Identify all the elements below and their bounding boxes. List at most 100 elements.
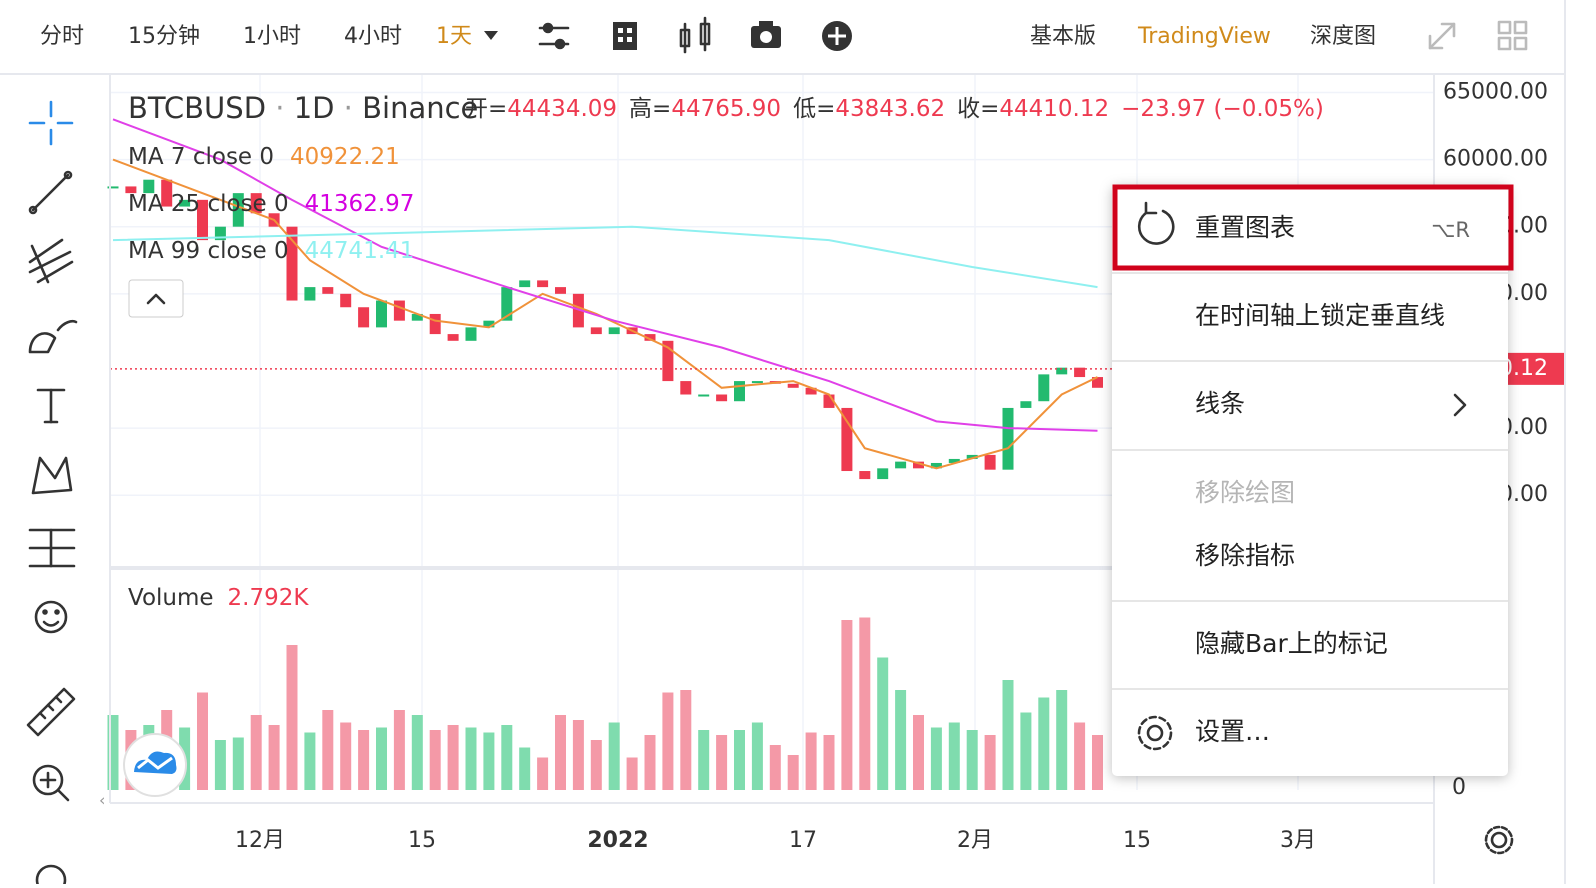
volume-bar — [501, 725, 513, 790]
ohlc: 开=44434.09 高=44765.90 低=43843.62 收=44410.12… — [465, 96, 1324, 122]
volume-bar — [930, 727, 942, 790]
text-tool[interactable] — [36, 388, 66, 424]
candle-body — [966, 454, 978, 459]
ruler-tool[interactable] — [26, 687, 76, 737]
volume-bar — [555, 715, 566, 790]
candle-body — [751, 381, 763, 384]
volume-bar — [340, 722, 352, 790]
ma-line — [112, 158, 1098, 470]
brush-tool[interactable] — [28, 319, 78, 354]
menu-item[interactable]: 设置… — [1195, 717, 1270, 746]
candle-body — [662, 340, 674, 382]
ohlc-label: 低= — [793, 96, 835, 122]
candle-body — [1092, 377, 1103, 388]
crosshair-tool[interactable] — [28, 100, 74, 146]
volume-bar — [626, 757, 638, 790]
volume-bar — [572, 720, 584, 790]
interval-button[interactable]: 15分钟 — [128, 24, 200, 49]
legend: BTCBUSD · 1D · Binance 开=44434.09 高=44765… — [128, 91, 1324, 611]
collapse-button[interactable] — [128, 279, 184, 318]
candle-body — [501, 287, 513, 321]
volume-bar — [984, 735, 996, 790]
candle-body — [197, 199, 208, 241]
compare-icon[interactable] — [679, 16, 711, 54]
candle-body — [930, 462, 942, 469]
menu-item[interactable]: 移除指标 — [1195, 541, 1295, 570]
volume-bar — [465, 727, 477, 790]
candle-body — [1056, 367, 1068, 375]
trendline-tool[interactable] — [28, 170, 73, 215]
candle-body — [465, 327, 477, 341]
dropdown-caret — [484, 31, 498, 40]
menu-item[interactable]: 线条 — [1195, 389, 1245, 418]
ma-value: 41362.97 — [305, 191, 415, 217]
separator: · — [334, 91, 362, 125]
menu-item[interactable]: 在时间轴上锁定垂直线 — [1195, 301, 1445, 330]
candle-body — [698, 394, 710, 397]
volume-bar — [322, 710, 334, 790]
context-menu: 重置图表 ⌥R 在时间轴上锁定垂直线 线条 移除绘图 移除指标 隐藏Bar上的标… — [1112, 184, 1514, 776]
x-tick-label: 3月 — [1280, 828, 1316, 853]
logo — [123, 733, 187, 797]
candle-body — [519, 280, 531, 288]
candle-body — [286, 226, 298, 301]
volume-bar — [716, 735, 728, 790]
candle-body — [1020, 401, 1032, 408]
volume-bar — [913, 715, 924, 790]
volume-bar — [948, 722, 960, 790]
candle-body — [572, 293, 584, 328]
menu-item: 移除绘图 — [1195, 478, 1295, 507]
ma-value: 44741.41 — [305, 238, 415, 264]
fib-tool[interactable] — [28, 238, 74, 284]
candle-body — [805, 387, 817, 395]
candle-body — [895, 461, 907, 469]
menu-item[interactable]: 重置图表 — [1195, 213, 1295, 242]
menu-item[interactable]: 隐藏Bar上的标记 — [1195, 629, 1388, 658]
scroll-left[interactable]: ‹ — [99, 791, 105, 810]
candle-body — [393, 300, 405, 321]
zoom-tool[interactable] — [32, 764, 70, 802]
volume-bar — [304, 732, 316, 790]
volume-bar — [429, 730, 441, 790]
candle-body — [859, 471, 871, 480]
ohlc-label: 高= — [629, 96, 671, 122]
ohlc-value: 44410.12 — [999, 96, 1109, 122]
candle-body — [214, 226, 226, 241]
volume-bar — [769, 745, 781, 790]
settings-gear[interactable] — [1484, 825, 1514, 855]
interval-button[interactable]: 4小时 — [344, 24, 402, 49]
volume-tick-label: 0 — [1452, 775, 1466, 800]
candle-body — [823, 394, 835, 408]
interval-button[interactable]: 分时 — [40, 24, 84, 49]
candle-body — [1038, 374, 1050, 402]
prediction-tool[interactable] — [28, 528, 76, 568]
more-tool[interactable] — [35, 864, 67, 888]
volume-bar — [662, 692, 674, 790]
symbol-name: BTCBUSD — [128, 91, 266, 125]
collapse-arrow — [146, 293, 166, 305]
volume-bar — [751, 722, 763, 790]
candle-body — [734, 381, 745, 402]
template-icon[interactable] — [613, 22, 637, 50]
camera-icon[interactable] — [751, 21, 781, 48]
emoji-tool[interactable] — [34, 600, 68, 634]
candle-body — [841, 407, 853, 472]
active-interval[interactable]: 1天 — [436, 24, 472, 49]
view-button[interactable]: 深度图 — [1310, 24, 1376, 49]
fullscreen-icon[interactable] — [1428, 22, 1456, 50]
interval-button[interactable]: 1小时 — [243, 24, 301, 49]
volume-bar — [859, 617, 871, 790]
view-button[interactable]: TradingView — [1137, 24, 1271, 49]
layout-icon[interactable] — [1497, 20, 1528, 51]
symbol-interval: 1D — [294, 91, 335, 125]
view-button[interactable]: 基本版 — [1030, 24, 1096, 49]
indicator-icon[interactable] — [538, 22, 570, 50]
add-icon[interactable] — [822, 21, 852, 51]
x-tick-label: 15 — [408, 828, 436, 853]
pattern-tool[interactable] — [31, 456, 73, 495]
volume-bar — [483, 732, 495, 790]
candle-body — [984, 454, 996, 470]
candle-body — [483, 320, 495, 328]
candle-body — [429, 313, 441, 335]
